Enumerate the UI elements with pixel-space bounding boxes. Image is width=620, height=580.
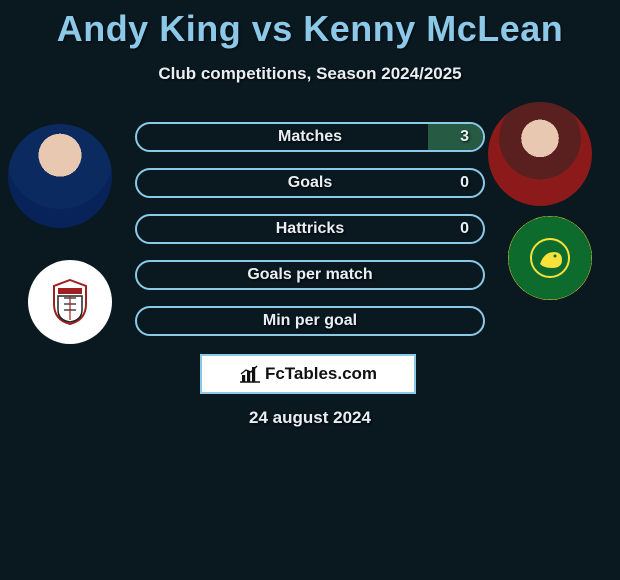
stats-panel: Matches 3 Goals 0 Hattricks 0 Goals per … bbox=[135, 122, 485, 352]
player-right-avatar bbox=[488, 102, 592, 206]
stat-label: Goals bbox=[288, 174, 332, 192]
stat-row-hattricks: Hattricks 0 bbox=[135, 214, 485, 244]
club-right-badge bbox=[508, 216, 592, 300]
club-right-crest-icon bbox=[529, 237, 571, 279]
stat-value-right: 0 bbox=[460, 174, 469, 192]
stat-row-gpm: Goals per match bbox=[135, 260, 485, 290]
club-left-crest-icon bbox=[44, 276, 96, 328]
player-left-avatar bbox=[8, 124, 112, 228]
watermark-text: FcTables.com bbox=[265, 364, 377, 384]
chart-icon bbox=[239, 365, 261, 383]
stat-value-right: 3 bbox=[460, 128, 469, 146]
stat-label: Goals per match bbox=[247, 266, 372, 284]
stat-label: Matches bbox=[278, 128, 342, 146]
stat-label: Hattricks bbox=[276, 220, 344, 238]
stat-fill bbox=[428, 124, 483, 150]
stat-row-goals: Goals 0 bbox=[135, 168, 485, 198]
subtitle: Club competitions, Season 2024/2025 bbox=[0, 64, 620, 84]
stat-row-mpg: Min per goal bbox=[135, 306, 485, 336]
stat-label: Min per goal bbox=[263, 312, 357, 330]
club-left-badge bbox=[28, 260, 112, 344]
page-title: Andy King vs Kenny McLean bbox=[0, 0, 620, 50]
date: 24 august 2024 bbox=[0, 408, 620, 428]
stat-value-right: 0 bbox=[460, 220, 469, 238]
watermark: FcTables.com bbox=[200, 354, 416, 394]
stat-row-matches: Matches 3 bbox=[135, 122, 485, 152]
